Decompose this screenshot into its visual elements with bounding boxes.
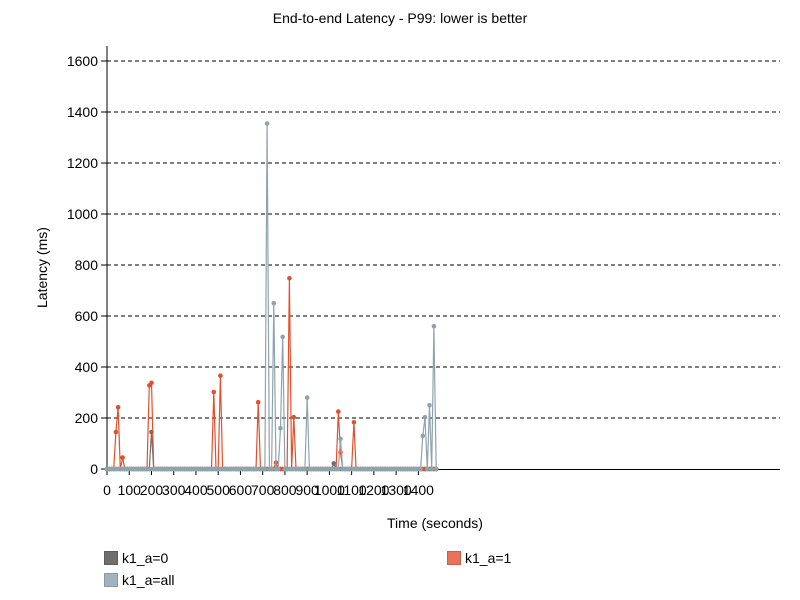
- x-tick-label: 800: [273, 482, 297, 498]
- x-tick-label: 0: [103, 482, 111, 498]
- y-tick-label: 200: [75, 410, 99, 426]
- data-point-k1-a-1: [113, 429, 119, 435]
- data-point-k1-a-1: [336, 409, 341, 414]
- data-point-k1-a-all: [338, 436, 343, 442]
- x-tick-label: 700: [251, 482, 275, 498]
- legend-swatch-k1-a-all: [104, 573, 118, 587]
- data-point-k1-a-all: [433, 466, 439, 472]
- data-point-k1-a-1: [255, 399, 261, 405]
- data-point-k1-a-all: [425, 466, 430, 472]
- x-tick-label: 1200: [358, 482, 389, 498]
- data-point-k1-a-all: [418, 466, 423, 472]
- data-point-k1-a-1: [115, 405, 121, 410]
- legend-label-k1-a-1: k1_a=1: [465, 550, 512, 566]
- data-point-k1-a-1: [351, 420, 357, 425]
- x-tick-label: 1300: [381, 482, 412, 498]
- y-tick-label: 800: [75, 257, 99, 273]
- legend-item-k1-a-1[interactable]: k1_a=1: [447, 550, 511, 566]
- x-tick-label: 900: [295, 482, 319, 498]
- data-point-k1-a-all: [275, 466, 281, 472]
- x-tick-label: 1100: [337, 482, 367, 498]
- data-point-k1-a-1: [291, 414, 297, 420]
- y-tick-label: 400: [75, 359, 99, 375]
- data-point-k1-a-1: [218, 373, 223, 379]
- data-point-k1-a-1: [120, 455, 125, 460]
- legend-label-k1-a-0: k1_a=0: [122, 550, 169, 566]
- legend-label-k1-a-all: k1_a=all: [122, 572, 175, 588]
- data-point-k1-a-all: [302, 466, 308, 472]
- data-point-k1-a-all: [420, 433, 426, 439]
- data-point-k1-a-all: [264, 121, 270, 126]
- data-point-k1-a-all: [427, 403, 432, 408]
- data-point-k1-a-1: [287, 276, 292, 281]
- y-tick-label: 1600: [67, 53, 98, 69]
- data-point-k1-a-1: [211, 389, 217, 395]
- legend-swatch-k1-a-1: [447, 551, 461, 565]
- x-tick-label: 600: [229, 482, 253, 498]
- data-point-k1-a-all: [280, 334, 286, 340]
- data-point-k1-a-all: [278, 425, 283, 431]
- data-point-k1-a-all: [336, 466, 341, 472]
- data-point-k1-a-all: [269, 466, 274, 472]
- y-tick-label: 1200: [67, 155, 98, 171]
- x-tick-label: 1400: [403, 482, 434, 498]
- x-tick-label: 500: [207, 482, 231, 498]
- y-tick-label: 600: [75, 308, 99, 324]
- x-tick-label: 1000: [314, 482, 345, 498]
- y-tick-label: 1400: [67, 104, 98, 120]
- x-axis-label: Time (seconds): [387, 515, 483, 531]
- data-point-k1-a-all: [422, 414, 428, 420]
- data-point-k1-a-all: [271, 301, 277, 306]
- legend-item-k1-a-all[interactable]: k1_a=all: [104, 572, 175, 588]
- x-tick-label: 100: [118, 482, 142, 498]
- y-tick-label: 1000: [67, 206, 98, 222]
- legend-item-k1-a-0[interactable]: k1_a=0: [104, 550, 168, 566]
- data-point-k1-a-all: [431, 323, 437, 329]
- x-tick-label: 400: [184, 482, 208, 498]
- data-point-k1-a-0: [331, 461, 337, 466]
- data-point-k1-a-all: [304, 395, 310, 400]
- y-tick-label: 0: [90, 461, 98, 477]
- data-point-k1-a-1: [149, 380, 154, 386]
- chart-title: End-to-end Latency - P99: lower is bette…: [272, 10, 528, 26]
- data-point-k1-a-all: [262, 466, 268, 472]
- series-line-k1-a-all: [107, 123, 437, 470]
- data-point-k1-a-all: [429, 466, 435, 472]
- legend-swatch-k1-a-0: [104, 551, 118, 565]
- x-tick-label: 200: [140, 482, 164, 498]
- x-tick-label: 300: [162, 482, 186, 498]
